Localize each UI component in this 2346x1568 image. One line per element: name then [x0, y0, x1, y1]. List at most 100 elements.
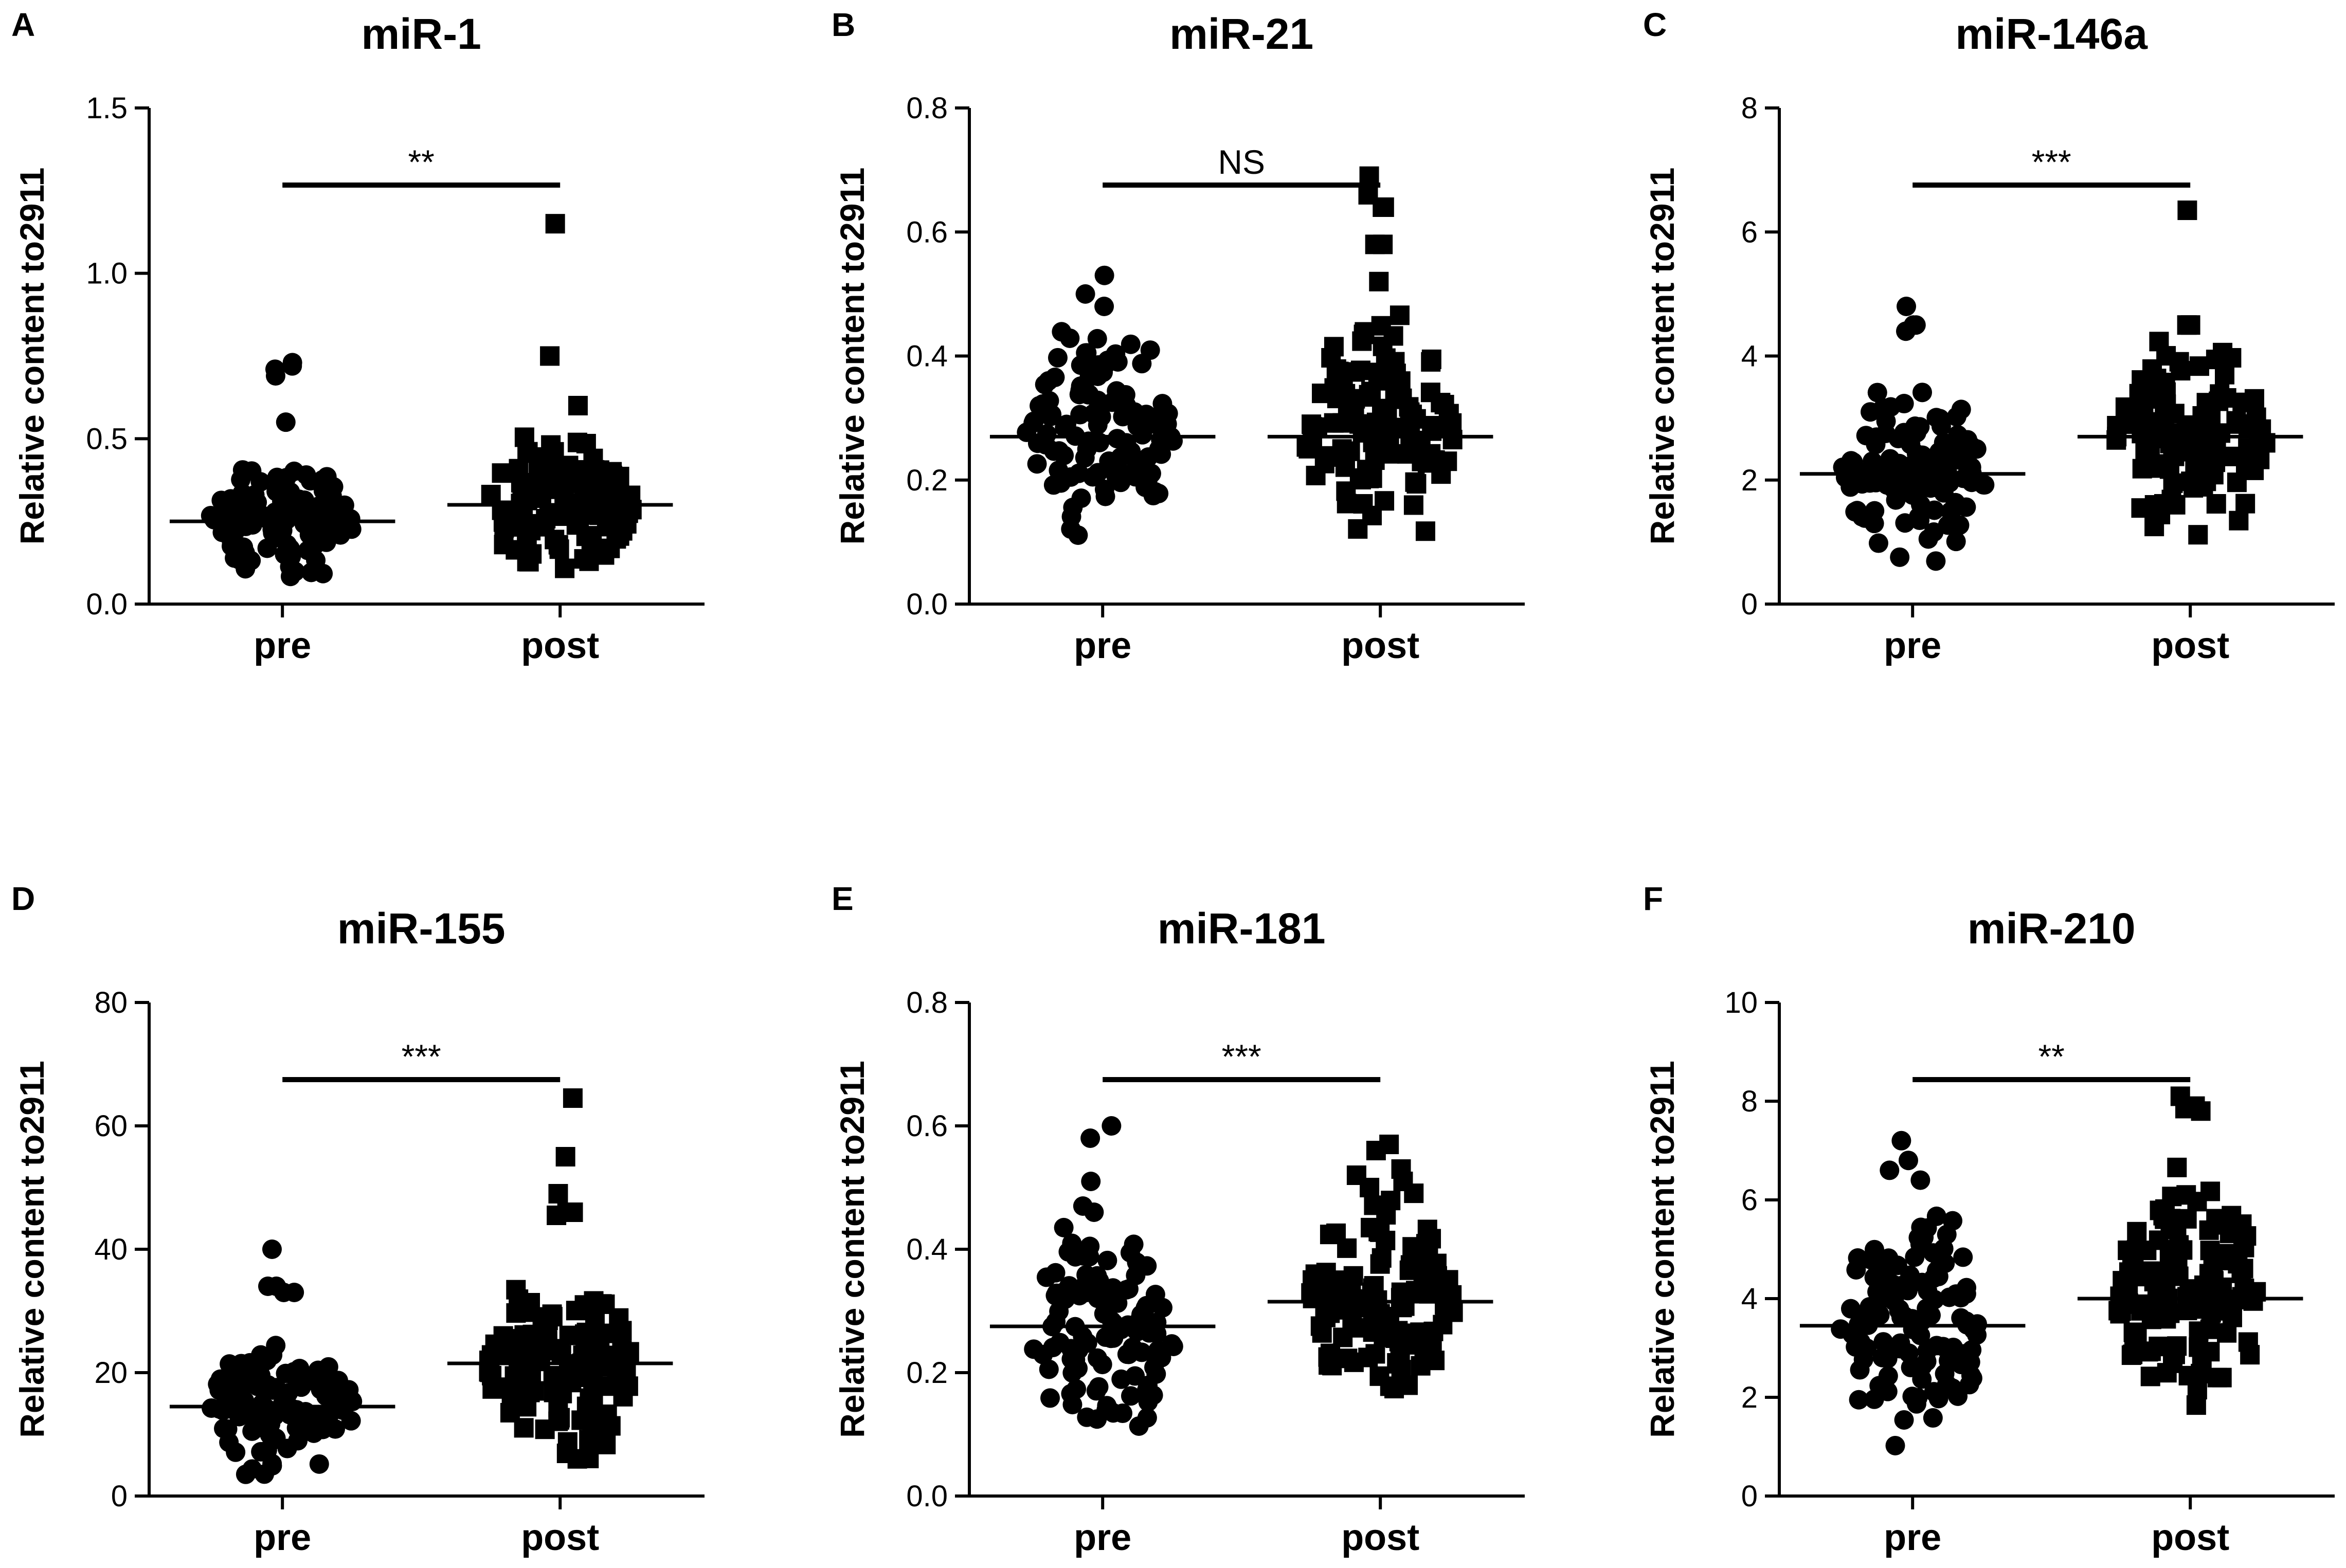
data-point: [1442, 430, 1463, 450]
data-point: [1052, 322, 1072, 342]
y-tick-label: 0.4: [906, 1233, 948, 1266]
data-point: [1944, 443, 1964, 463]
series-post: [1267, 1135, 1493, 1399]
data-point: [2200, 1241, 2220, 1261]
data-point: [1905, 416, 1925, 436]
data-point: [1881, 397, 1901, 417]
data-point: [539, 504, 559, 524]
data-point: [1073, 1326, 1093, 1346]
data-point: [1840, 477, 1861, 497]
y-tick-label: 0.0: [906, 588, 948, 621]
data-point: [2110, 1286, 2130, 1306]
data-point: [232, 460, 252, 480]
data-point: [1389, 305, 1410, 325]
data-point: [255, 1464, 275, 1484]
data-point: [288, 1431, 308, 1451]
significance-label: **: [408, 143, 435, 181]
data-point: [548, 1184, 568, 1204]
data-point: [2132, 459, 2152, 479]
data-point: [1940, 1348, 1960, 1368]
data-point: [1962, 472, 1982, 493]
data-point: [596, 1434, 616, 1454]
data-point: [2187, 1380, 2207, 1400]
data-point: [1048, 348, 1068, 368]
data-point: [1412, 451, 1432, 471]
data-point: [1414, 1346, 1434, 1366]
data-point: [547, 456, 567, 476]
y-tick-label: 8: [1741, 1085, 1758, 1118]
data-point: [1953, 1247, 1973, 1267]
data-point: [1884, 1291, 1904, 1311]
data-point: [2144, 1271, 2164, 1291]
data-point: [1046, 1311, 1066, 1332]
data-point: [1086, 1381, 1106, 1401]
panel-letter: A: [11, 6, 35, 43]
series-pre: [989, 265, 1216, 545]
data-point: [1861, 402, 1881, 422]
data-point: [1338, 404, 1358, 424]
data-point: [2151, 504, 2171, 524]
data-point: [1880, 1160, 1900, 1180]
data-point: [2240, 1345, 2260, 1365]
data-point: [2153, 412, 2173, 432]
series-post: [1267, 166, 1493, 541]
data-point: [2199, 1220, 2219, 1240]
data-point: [1371, 1248, 1392, 1268]
data-point: [1345, 362, 1365, 382]
data-point: [2121, 1345, 2141, 1365]
data-point: [1421, 352, 1441, 372]
data-point: [318, 490, 338, 510]
data-point: [1935, 1364, 1955, 1384]
data-point: [1151, 1347, 1171, 1368]
data-point: [1360, 1178, 1380, 1197]
data-point: [1876, 1337, 1896, 1357]
data-point: [1905, 1247, 1925, 1267]
data-point: [530, 1350, 550, 1370]
data-point: [1912, 1356, 1933, 1376]
data-point: [1162, 1334, 1182, 1354]
data-point: [1037, 424, 1057, 444]
data-point: [1926, 1261, 1946, 1281]
data-point: [1406, 1323, 1426, 1343]
data-point: [1403, 495, 1423, 515]
y-axis-label: Relative content to2911: [1643, 168, 1681, 545]
data-point: [1111, 1369, 1131, 1389]
data-point: [1912, 382, 1932, 403]
y-tick-label: 60: [94, 1109, 128, 1143]
data-point: [1066, 1350, 1086, 1370]
x-category-label: pre: [1074, 625, 1131, 666]
data-point: [1897, 297, 1917, 316]
y-tick-label: 20: [94, 1356, 128, 1390]
data-point: [1850, 1360, 1870, 1380]
data-point: [1038, 371, 1058, 391]
significance-label: ***: [402, 1037, 441, 1075]
data-point: [1373, 234, 1393, 254]
data-point: [482, 1379, 502, 1399]
data-point: [1864, 1239, 1884, 1260]
x-category-label: post: [1341, 625, 1419, 666]
data-point: [1894, 1410, 1914, 1430]
data-point: [517, 1397, 537, 1417]
series-pre: [169, 353, 395, 587]
data-point: [1102, 1116, 1122, 1136]
data-point: [568, 396, 588, 415]
x-category-label: pre: [254, 1517, 311, 1558]
data-point: [2188, 525, 2208, 545]
data-point: [260, 1425, 280, 1445]
data-point: [1058, 1242, 1078, 1262]
y-tick-label: 0.0: [86, 588, 128, 621]
y-tick-label: 2: [1741, 1381, 1758, 1414]
data-point: [262, 1239, 282, 1259]
panel-letter: F: [1643, 880, 1663, 917]
data-point: [1416, 1234, 1436, 1254]
data-point: [571, 1410, 591, 1430]
data-point: [252, 1394, 272, 1414]
chart-title: miR-155: [337, 904, 506, 953]
data-point: [1890, 547, 1910, 567]
data-point: [2199, 1264, 2219, 1284]
data-point: [2127, 399, 2148, 420]
data-point: [1898, 1281, 1918, 1301]
data-point: [1415, 521, 1435, 541]
